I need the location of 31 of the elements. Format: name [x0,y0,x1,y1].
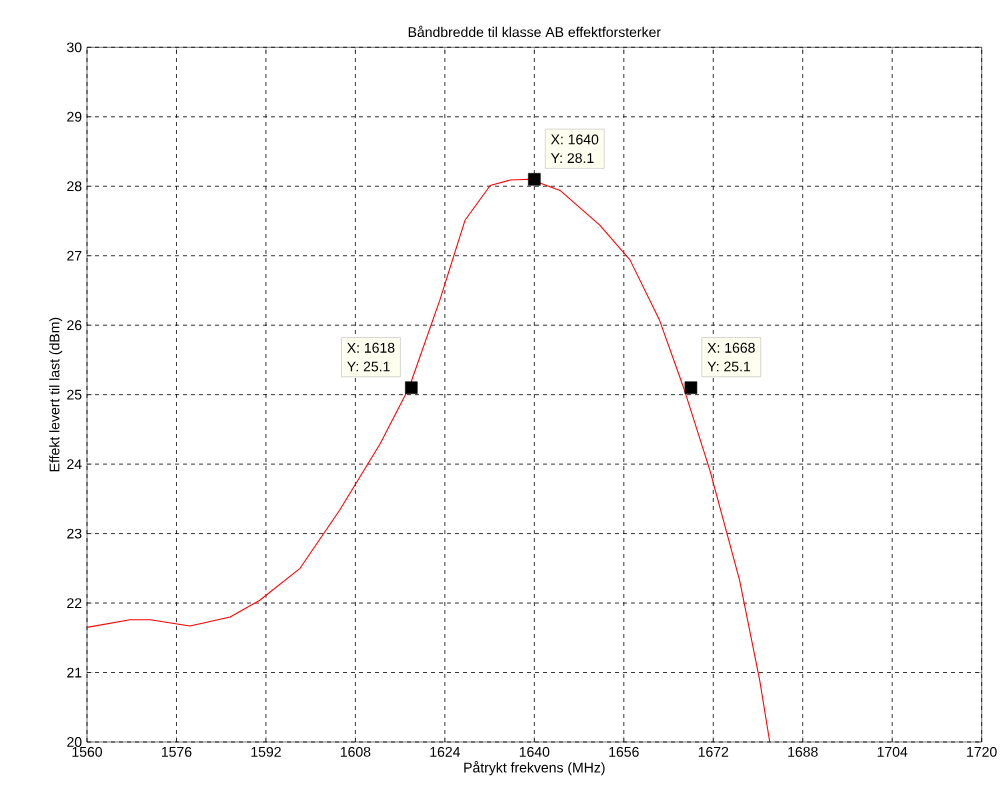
annotation: Y: 25.1 [707,361,751,372]
y-tick-label: 28 [67,181,82,192]
x-tick-label: 1576 [161,746,192,757]
x-tick-label: 1592 [251,746,281,757]
x-tick-label: 1720 [967,746,997,757]
y-tick-label: 29 [67,111,82,122]
y-tick-label: 26 [67,320,82,331]
chart-title: Båndbredde til klasse AB effektforsterker [408,25,661,38]
y-tick-label: 23 [67,528,82,539]
annotation: X: 1618 [347,342,395,353]
x-tick-label: 1704 [877,746,908,757]
x-tick-label: 1608 [340,746,371,757]
x-tick-label: 1624 [430,746,461,757]
y-tick-label: 24 [67,459,82,470]
x-tick-label: 1672 [698,746,729,757]
x-tick-label: 1560 [72,746,103,757]
y-tick-label: 21 [67,667,82,678]
annotation: X: 1640 [550,134,599,145]
x-axis-title: Påtrykt frekvens (MHz) [464,761,605,776]
y-tick-label: 22 [67,598,82,608]
annotation: Y: 25.1 [347,361,390,372]
annotation: Y: 28.1 [550,153,594,164]
annotation: X: 1668 [707,342,755,353]
x-tick-label: 1640 [519,746,550,757]
x-tick-label: 1688 [788,746,818,757]
y-tick-label: 30 [67,42,82,53]
y-tick-label: 25 [67,389,82,400]
y-tick-label: 20 [67,737,82,747]
x-tick-label: 1656 [609,746,639,757]
y-axis-title: Effekt levert til last (dBm) [49,317,63,472]
y-tick-label: 27 [67,250,82,261]
